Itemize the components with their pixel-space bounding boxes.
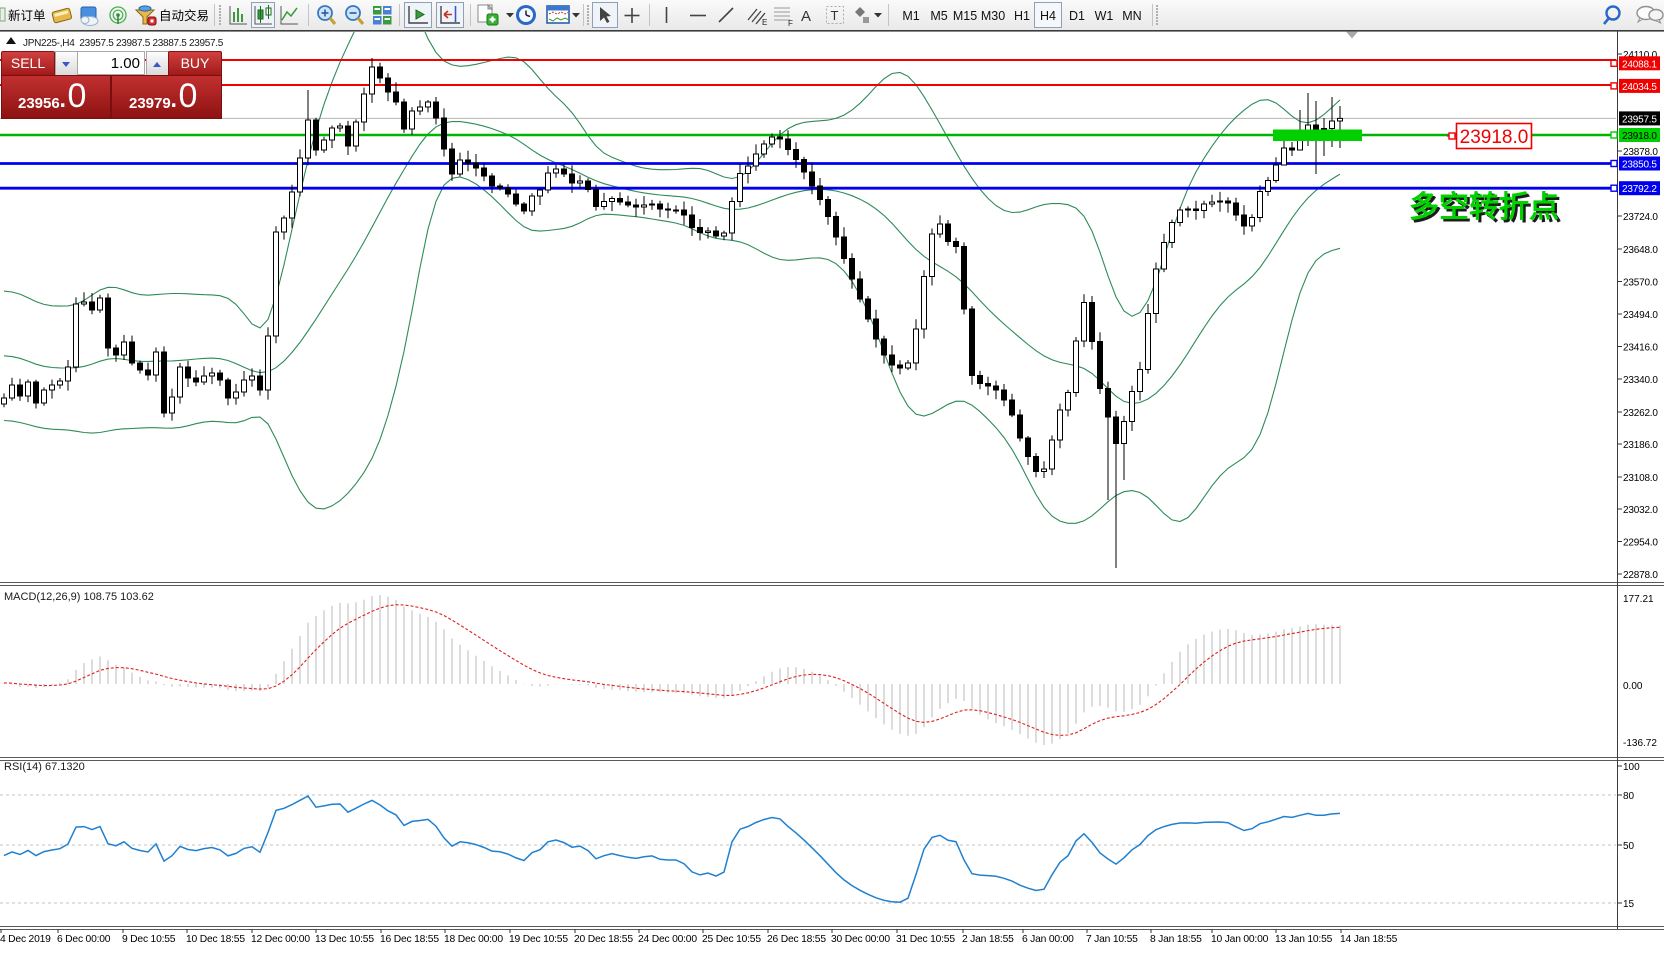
svg-text:10 Jan 00:00: 10 Jan 00:00	[1211, 934, 1269, 945]
svg-text:多空转折点: 多空转折点	[1412, 194, 1562, 227]
svg-text:23724.0: 23724.0	[1623, 212, 1658, 223]
svg-text:16 Dec 18:55: 16 Dec 18:55	[380, 934, 439, 945]
svg-text:23792.2: 23792.2	[1622, 184, 1657, 195]
svg-text:80: 80	[1623, 791, 1635, 802]
svg-text:23850.5: 23850.5	[1622, 160, 1657, 171]
svg-text:2 Jan 18:55: 2 Jan 18:55	[962, 934, 1014, 945]
svg-text:0.00: 0.00	[1623, 681, 1643, 692]
svg-text:23494.0: 23494.0	[1623, 310, 1658, 321]
svg-text:8 Jan 18:55: 8 Jan 18:55	[1150, 934, 1202, 945]
svg-text:18 Dec 00:00: 18 Dec 00:00	[444, 934, 503, 945]
svg-text:新订单: 新订单	[8, 8, 46, 23]
svg-text:M15: M15	[953, 9, 977, 23]
svg-text:26 Dec 18:55: 26 Dec 18:55	[767, 934, 826, 945]
svg-text:4 Dec 2019: 4 Dec 2019	[0, 934, 51, 945]
svg-text:E: E	[762, 18, 767, 27]
svg-text:22878.0: 22878.0	[1623, 570, 1658, 581]
svg-text:-136.72: -136.72	[1623, 738, 1657, 749]
svg-text:W1: W1	[1095, 9, 1114, 23]
svg-text:23570.0: 23570.0	[1623, 278, 1658, 289]
svg-text:24034.5: 24034.5	[1622, 82, 1657, 93]
svg-text:F: F	[788, 19, 793, 28]
svg-text:50: 50	[1623, 841, 1635, 852]
svg-text:24 Dec 00:00: 24 Dec 00:00	[638, 934, 697, 945]
svg-text:7 Jan 10:55: 7 Jan 10:55	[1086, 934, 1138, 945]
svg-text:22954.0: 22954.0	[1623, 538, 1658, 549]
svg-text:31 Dec 10:55: 31 Dec 10:55	[896, 934, 955, 945]
svg-text:6 Dec 00:00: 6 Dec 00:00	[57, 934, 111, 945]
svg-text:24088.1: 24088.1	[1622, 59, 1657, 70]
svg-text:23918.0: 23918.0	[1460, 127, 1529, 148]
svg-text:24110.0: 24110.0	[1623, 50, 1658, 61]
svg-text:13 Dec 10:55: 13 Dec 10:55	[315, 934, 374, 945]
svg-text:12 Dec 00:00: 12 Dec 00:00	[251, 934, 310, 945]
svg-text:23957.5: 23957.5	[1622, 114, 1657, 125]
svg-text:23416.0: 23416.0	[1623, 343, 1658, 354]
svg-text:13 Jan 10:55: 13 Jan 10:55	[1275, 934, 1333, 945]
svg-text:23918.0: 23918.0	[1622, 131, 1657, 142]
svg-text:T: T	[831, 8, 839, 23]
svg-text:MN: MN	[1122, 9, 1141, 23]
svg-text:M1: M1	[902, 9, 919, 23]
svg-text:A: A	[801, 8, 811, 25]
svg-text:14 Jan 18:55: 14 Jan 18:55	[1340, 934, 1398, 945]
svg-text:H1: H1	[1014, 9, 1030, 23]
svg-text:23340.0: 23340.0	[1623, 375, 1658, 386]
svg-text:23648.0: 23648.0	[1623, 245, 1658, 256]
svg-text:RSI(14) 67.1320: RSI(14) 67.1320	[4, 761, 85, 773]
svg-text:30 Dec 00:00: 30 Dec 00:00	[831, 934, 890, 945]
svg-text:23186.0: 23186.0	[1623, 440, 1658, 451]
svg-text:MACD(12,26,9) 108.75 103.62: MACD(12,26,9) 108.75 103.62	[4, 591, 154, 603]
svg-text:自动交易: 自动交易	[159, 8, 209, 23]
svg-text:D1: D1	[1069, 9, 1085, 23]
svg-text:M5: M5	[930, 9, 947, 23]
svg-text:23262.0: 23262.0	[1623, 408, 1658, 419]
svg-text:M30: M30	[981, 9, 1005, 23]
svg-text:23032.0: 23032.0	[1623, 505, 1658, 516]
svg-text:177.21: 177.21	[1623, 594, 1654, 605]
svg-text:15: 15	[1623, 899, 1635, 910]
svg-text:JPN225-,H4 23957.5 23987.5 23: JPN225-,H4 23957.5 23987.5 23887.5 23957…	[23, 38, 224, 49]
svg-text:25 Dec 10:55: 25 Dec 10:55	[702, 934, 761, 945]
svg-text:9 Dec 10:55: 9 Dec 10:55	[122, 934, 176, 945]
svg-text:19 Dec 10:55: 19 Dec 10:55	[509, 934, 568, 945]
svg-text:10 Dec 18:55: 10 Dec 18:55	[186, 934, 245, 945]
svg-text:多空转折点: 多空转折点	[1409, 191, 1559, 224]
svg-text:H4: H4	[1040, 9, 1056, 23]
svg-text:6 Jan 00:00: 6 Jan 00:00	[1022, 934, 1074, 945]
svg-text:23878.0: 23878.0	[1623, 147, 1658, 158]
svg-text:100: 100	[1623, 762, 1640, 773]
svg-text:23108.0: 23108.0	[1623, 473, 1658, 484]
svg-text:20 Dec 18:55: 20 Dec 18:55	[574, 934, 633, 945]
